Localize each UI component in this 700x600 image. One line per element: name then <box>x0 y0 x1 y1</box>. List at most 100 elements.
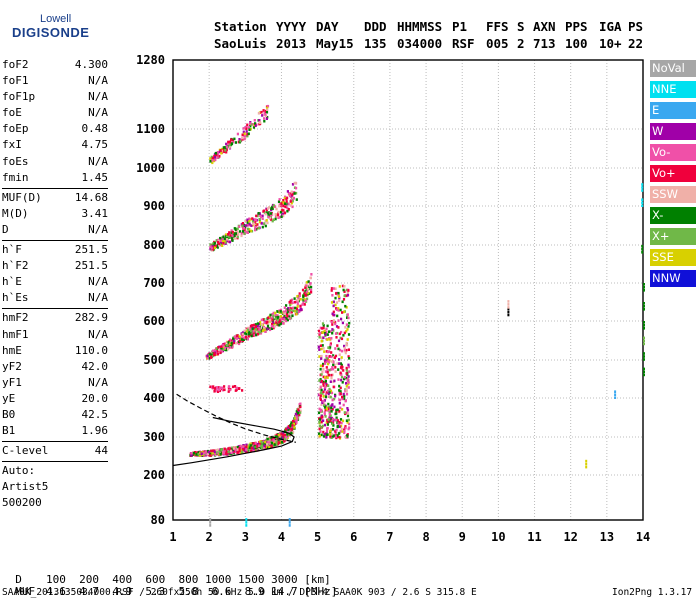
echo-point <box>321 344 324 347</box>
echo-point <box>291 301 294 304</box>
muf-values: 4.6 4.7 4.9 5.3 5.8 6.6 8.9 14.7 [MHz] <box>46 585 338 598</box>
echo-point <box>330 391 334 395</box>
echo-point <box>257 112 260 115</box>
echo-point <box>337 291 340 295</box>
echo-point <box>267 212 270 215</box>
echo-point <box>239 139 242 143</box>
x-tick-label: 1 <box>169 530 176 544</box>
echo-point <box>211 161 214 165</box>
echo-point <box>286 318 289 322</box>
param-separator <box>2 240 108 242</box>
echo-point <box>274 438 277 442</box>
echo-point <box>221 244 224 247</box>
echo-point <box>320 388 323 392</box>
echo-point <box>318 407 321 411</box>
echo-point <box>242 447 245 451</box>
echo-point <box>340 349 344 353</box>
echo-point <box>283 312 286 316</box>
echo-point <box>297 410 300 413</box>
echo-point <box>295 186 298 190</box>
echo-point <box>332 354 335 357</box>
param-value: 14.68 <box>74 190 108 204</box>
param-separator <box>2 441 108 443</box>
echo-point <box>190 452 193 455</box>
echo-point <box>282 431 285 434</box>
echo-point <box>238 225 241 228</box>
echo-point <box>334 332 338 335</box>
echo-point <box>291 424 294 427</box>
footer-version: Ion2Png 1.3.17 <box>612 587 693 598</box>
param-name: fmin <box>2 170 29 184</box>
echo-point <box>331 312 334 316</box>
echo-point <box>244 220 247 223</box>
echo-point <box>294 181 297 185</box>
echo-point <box>585 459 588 463</box>
echo-point <box>341 381 344 384</box>
echo-point <box>325 327 328 331</box>
echo-point <box>643 327 645 330</box>
echo-point <box>335 308 338 311</box>
echo-point <box>217 386 220 389</box>
echo-point <box>322 336 325 339</box>
echo-point <box>319 430 322 433</box>
echo-point <box>274 320 277 323</box>
x-tick-label: 2 <box>206 530 213 544</box>
echo-point <box>253 119 256 122</box>
echo-point <box>327 407 330 410</box>
header-label: FFS <box>486 19 509 34</box>
echo-point <box>236 449 240 453</box>
echo-point <box>225 233 228 236</box>
echo-point <box>234 446 237 449</box>
echo-point <box>306 287 310 291</box>
echo-point <box>321 322 325 325</box>
echo-point <box>260 222 263 225</box>
echo-point <box>257 226 260 230</box>
echo-point <box>331 366 334 369</box>
echo-point <box>245 127 248 131</box>
echo-point <box>223 447 226 451</box>
header-label: DAY <box>316 19 339 34</box>
header-value: 2013 <box>276 36 307 51</box>
echo-point <box>324 386 327 389</box>
echo-point <box>318 335 321 339</box>
echo-point <box>643 289 645 292</box>
echo-point <box>286 426 290 430</box>
echo-point <box>317 411 321 415</box>
echo-point <box>340 367 343 371</box>
echo-point <box>278 315 281 318</box>
echo-point <box>325 357 328 360</box>
echo-point <box>267 316 270 320</box>
echo-point <box>245 445 248 449</box>
echo-point <box>213 246 216 250</box>
echo-point <box>221 388 224 392</box>
echo-point <box>272 325 275 329</box>
echo-point <box>318 388 321 391</box>
echo-point <box>297 297 300 300</box>
echo-point <box>295 191 298 195</box>
echo-point <box>247 331 250 334</box>
echo-point <box>233 237 236 240</box>
echo-point <box>333 313 336 317</box>
echo-point <box>242 445 245 448</box>
o-trace-profile <box>172 416 295 467</box>
echo-point <box>285 200 288 203</box>
echo-point <box>339 430 342 433</box>
echo-point <box>290 190 293 194</box>
echo-point <box>278 323 281 327</box>
echo-point <box>274 311 277 315</box>
echo-point <box>223 385 226 388</box>
echo-point <box>296 298 299 302</box>
echo-point <box>240 223 243 226</box>
param-name: hmF2 <box>2 311 29 325</box>
echo-point <box>251 123 255 126</box>
echo-point <box>317 329 321 333</box>
echo-point <box>216 352 220 356</box>
echo-point <box>304 299 307 302</box>
y-tick-label: 300 <box>143 430 165 444</box>
echo-point <box>288 194 292 197</box>
echo-point <box>339 362 342 365</box>
echo-point <box>306 297 309 301</box>
echo-point <box>329 409 332 412</box>
echo-point <box>288 312 291 316</box>
echo-point <box>254 323 257 326</box>
